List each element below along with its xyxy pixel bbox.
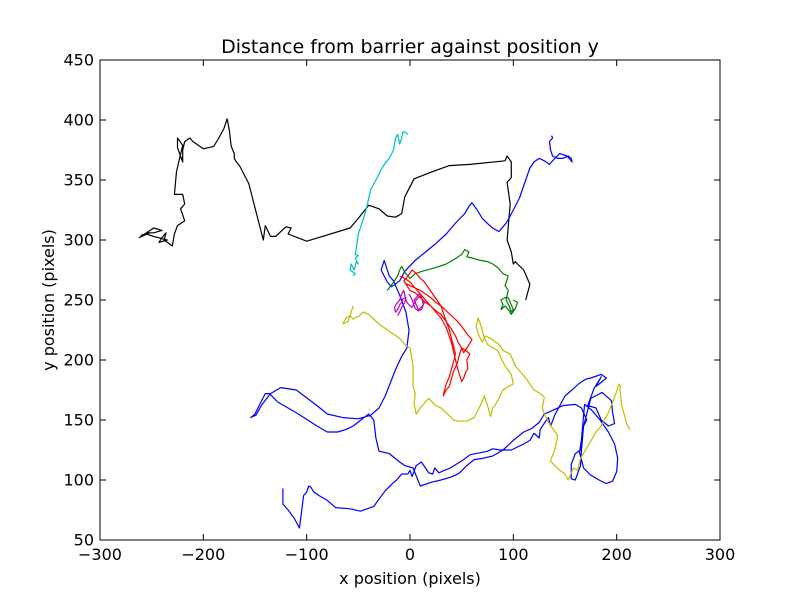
x-tick-label: 300 (705, 545, 736, 564)
series-layer (138, 118, 631, 529)
y-tick-label: 450 (63, 51, 94, 70)
x-tick-label: 100 (498, 545, 529, 564)
x-tick-label: −300 (78, 545, 122, 564)
chart-title: Distance from barrier against position y (221, 36, 599, 58)
x-tick-label: −200 (181, 545, 225, 564)
series-line-7 (342, 305, 631, 481)
series-line-5 (393, 289, 426, 316)
series-line-2 (349, 131, 409, 277)
y-tick-label: 350 (63, 171, 94, 190)
y-tick-label: 300 (63, 231, 94, 250)
x-tick-label: 200 (601, 545, 632, 564)
x-tick-label: −100 (285, 545, 329, 564)
y-axis-label: y position (pixels) (39, 229, 58, 371)
series-line-1 (138, 118, 531, 301)
series-line-6 (399, 269, 473, 397)
y-tick-label: 100 (63, 471, 94, 490)
y-tick-label: 50 (74, 531, 94, 550)
y-tick-label: 150 (63, 411, 94, 430)
y-tick-label: 250 (63, 291, 94, 310)
x-axis-label: x position (pixels) (339, 569, 481, 588)
ticks-layer: −300 −200 −100 0 100 200 300 50 100 150 200 250 300 3… (63, 51, 735, 565)
y-tick-label: 400 (63, 111, 94, 130)
y-tick-label: 200 (63, 351, 94, 370)
x-tick-label: 0 (405, 545, 415, 564)
series-line-4 (386, 249, 519, 315)
